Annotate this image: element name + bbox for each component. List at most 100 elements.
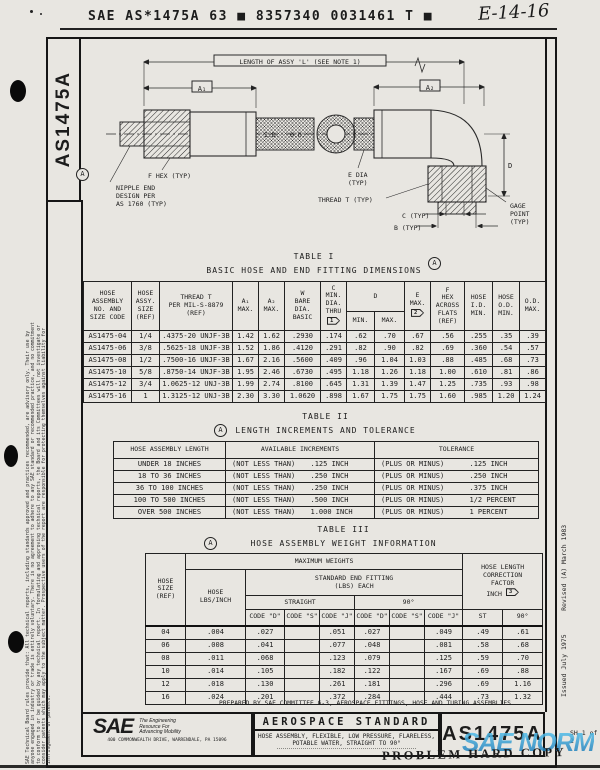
table-cell: .2930 bbox=[284, 330, 321, 343]
sae-address: 400 COMMONWEALTH DRIVE, WARRENDALE, PA 1… bbox=[107, 738, 227, 743]
table-cell: 1.31 bbox=[346, 378, 375, 391]
table-cell: 1.18 bbox=[346, 366, 375, 379]
table-row: AS1475-16 1 1.3125-12 UNJ-3B 2.30 3.30 1.0620… bbox=[83, 390, 547, 403]
col-header: MAXIMUM WEIGHTS bbox=[184, 553, 464, 570]
col-subheader: CODE "D" bbox=[354, 609, 390, 626]
label-nipple-end-3: AS 1760 (TYP) bbox=[116, 200, 167, 208]
table-cell: .7500-16 UNJF-3B bbox=[159, 354, 233, 367]
table-cell: .018 bbox=[185, 677, 246, 692]
scan-speck bbox=[40, 13, 42, 15]
table-row: 36 TO 100 INCHES (NOT LESS THAN) .250 INCH… bbox=[113, 482, 540, 495]
table-cell: 1.95 bbox=[232, 366, 259, 379]
table-cell: (PLUS OR MINUS) bbox=[374, 494, 470, 507]
table-cell bbox=[389, 638, 425, 653]
table3-weight-information: HOSE SIZE (REF) MAXIMUM WEIGHTS HOSE LEN… bbox=[145, 553, 544, 705]
label-e-dia-2: (TYP) bbox=[348, 179, 368, 187]
table-cell: 1.67 bbox=[346, 390, 375, 403]
table-cell bbox=[389, 625, 425, 640]
table-cell: .079 bbox=[354, 651, 390, 666]
table-cell: 1.42 bbox=[232, 330, 259, 343]
col-subheader: CODE "S" bbox=[389, 609, 425, 626]
margin-disclaimer: SAE Technical Board rules provide that: … bbox=[26, 322, 53, 764]
label-gage-point-3: (TYP) bbox=[510, 218, 530, 226]
table-cell: .409 bbox=[320, 354, 347, 367]
table-cell: .008 bbox=[185, 638, 246, 653]
table-cell: .014 bbox=[185, 664, 246, 679]
table-cell: .174 bbox=[320, 330, 347, 343]
table2-subtitle: LENGTH INCREMENTS AND TOLERANCE bbox=[235, 426, 416, 435]
table-cell: (NOT LESS THAN) bbox=[225, 470, 311, 483]
table-cell: 5/8 bbox=[131, 366, 160, 379]
rev-flag-circle-t3: A bbox=[204, 537, 217, 550]
footer-doc-number-box: AS1475A bbox=[440, 712, 545, 757]
table-cell: .645 bbox=[320, 378, 347, 391]
table-cell: .122 bbox=[354, 664, 390, 679]
col-header: E MAX. 2 bbox=[404, 281, 432, 331]
table-cell: AS1475-12 bbox=[83, 378, 132, 391]
table-cell: (PLUS OR MINUS) bbox=[374, 458, 470, 471]
table-cell: .250 INCH bbox=[310, 482, 375, 495]
table-cell: .130 bbox=[245, 677, 285, 692]
table-row: 100 TO 500 INCHES (NOT LESS THAN) .500 INC… bbox=[113, 494, 540, 507]
footer-title-box: AEROSPACE STANDARD HOSE ASSEMBLY, FLEXIB… bbox=[253, 712, 440, 757]
col-header: A₂ MAX. bbox=[258, 281, 285, 331]
label-b-typ: B (TYP) bbox=[394, 224, 421, 232]
elbow-nut bbox=[427, 165, 487, 203]
label-a1: A₁ bbox=[198, 85, 206, 93]
table-cell: .8750-14 UNJF-3B bbox=[159, 366, 233, 379]
left-inner-rule bbox=[81, 200, 83, 712]
prepared-by-line: PREPARED BY SAE COMMITTEE G-3, AEROSPACE… bbox=[219, 700, 511, 707]
table-cell: .70 bbox=[502, 651, 544, 666]
table-cell: .90 bbox=[373, 342, 406, 355]
table-cell: .93 bbox=[492, 378, 521, 391]
elbow-outer-curve bbox=[430, 109, 483, 167]
table-cell: 10 bbox=[145, 664, 186, 679]
table-cell: .081 bbox=[423, 638, 464, 653]
table-row: OVER 500 INCHES (NOT LESS THAN) 1.000 INCH… bbox=[113, 506, 540, 519]
rev-flag-circle-t2: A bbox=[214, 424, 227, 437]
punch-hole bbox=[8, 631, 24, 653]
table1-basic-dimensions: HOSE ASSEMBLY NO. AND SIZE CODE HOSE ASS… bbox=[83, 281, 547, 403]
table-cell: (NOT LESS THAN) bbox=[225, 458, 311, 471]
table-row: AS1475-12 3/4 1.0625-12 UNJ-3B 1.99 2.74.810… bbox=[83, 378, 547, 391]
table-cell: (NOT LESS THAN) bbox=[225, 494, 311, 507]
table-cell: OVER 500 INCHES bbox=[113, 506, 226, 519]
rev-flag-circle-margin: A bbox=[76, 168, 89, 181]
page-border-frame bbox=[46, 37, 557, 768]
table-cell: 1.32 bbox=[502, 690, 544, 705]
table-cell: .105 bbox=[245, 664, 285, 679]
table-cell: .051 bbox=[319, 625, 355, 640]
table-cell: 2.46 bbox=[258, 366, 285, 379]
table-cell: 1/2 bbox=[131, 354, 160, 367]
table-cell: .49 bbox=[462, 625, 504, 640]
table-cell: .57 bbox=[519, 342, 547, 355]
table-cell: .125 bbox=[423, 651, 464, 666]
table-cell bbox=[284, 625, 320, 640]
label-nipple-end-2: DESIGN PER bbox=[116, 192, 155, 200]
label-f-hex: F HEX (TYP) bbox=[148, 172, 191, 180]
table-cell: 1.67 bbox=[232, 354, 259, 367]
table-cell: 1.52 bbox=[232, 342, 259, 355]
table3-subtitle: HOSE ASSEMBLY WEIGHT INFORMATION bbox=[250, 539, 437, 548]
col-header: HOSE O.D. MIN. bbox=[492, 281, 521, 331]
col-subheader: CODE "D" bbox=[245, 609, 285, 626]
table-cell: 1.75 bbox=[404, 390, 432, 403]
table-cell: .98 bbox=[519, 378, 547, 391]
table-cell bbox=[389, 651, 425, 666]
sheet-number: SH 1 of 2 bbox=[570, 729, 600, 745]
note-flag-2: 2 bbox=[411, 308, 425, 317]
footer-sae-logo-box: SAE The Engineering Resource For Advanci… bbox=[81, 712, 253, 757]
table-cell: .495 bbox=[320, 366, 347, 379]
table-cell: .88 bbox=[502, 664, 544, 679]
margin-issued-revised: Issued July 1975 Revised (A) March 1983 bbox=[560, 524, 568, 697]
table-cell: AS1475-10 bbox=[83, 366, 132, 379]
col-header: 90° bbox=[353, 595, 464, 610]
col-header: F HEX ACROSS FLATS (REF) bbox=[430, 281, 466, 331]
table-cell: .181 bbox=[354, 677, 390, 692]
table-cell: .125 INCH bbox=[310, 458, 375, 471]
table-cell: 12 bbox=[145, 677, 186, 692]
table-cell: 1/2 PERCENT bbox=[469, 494, 540, 507]
right-inner-rule bbox=[545, 37, 547, 712]
table-cell: .296 bbox=[423, 677, 464, 692]
